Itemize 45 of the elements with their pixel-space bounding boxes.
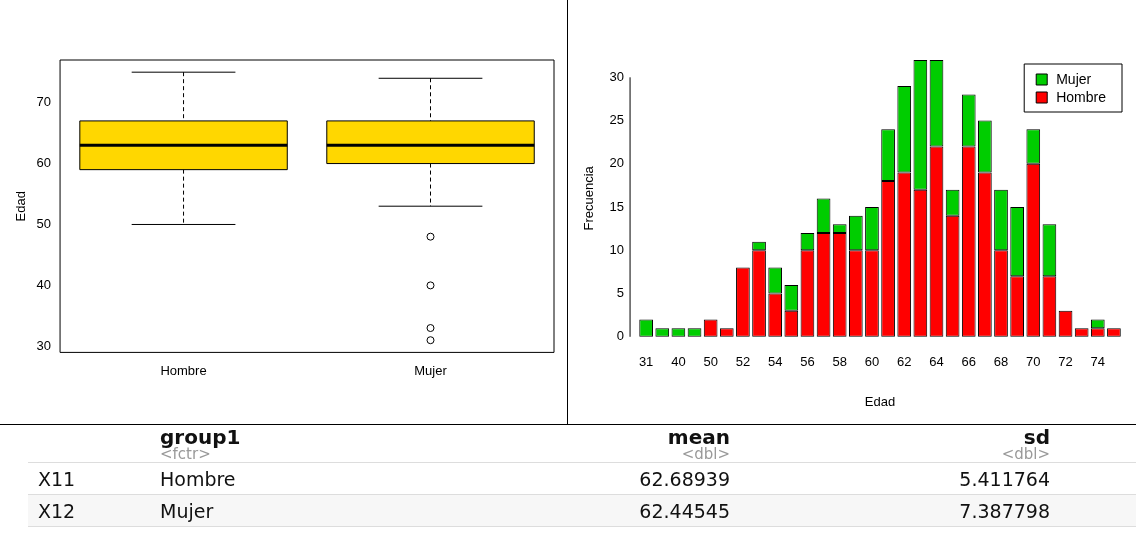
y-tick-label: 20 (609, 155, 625, 171)
x-tick-label: 68 (993, 354, 1009, 370)
legend-label: Mujer (1056, 70, 1092, 87)
text: 5.411764 (959, 467, 1050, 490)
y-tick-label: 40 (36, 276, 52, 292)
x-tick-label: 66 (961, 354, 976, 370)
y-tick-label: 5 (616, 285, 625, 301)
x-tick-label: 72 (1058, 354, 1073, 370)
y-tick-label: 0 (616, 328, 625, 344)
y-tick-label: 70 (36, 94, 52, 110)
x-tick-label: Hombre (160, 362, 207, 378)
y-axis-title: Edad (13, 191, 29, 222)
x-tick-label: 40 (671, 354, 686, 370)
y-tick-label: 15 (609, 198, 625, 214)
x-tick-label: 52 (735, 354, 751, 370)
text: 62.44545 (639, 499, 730, 522)
category-label: X11 (38, 467, 76, 490)
text: 7.387798 (959, 499, 1050, 522)
x-axis-title: Edad (864, 393, 896, 409)
text: 62.68939 (639, 467, 730, 490)
category-label: group1 (160, 425, 242, 449)
x-tick-label: 62 (896, 354, 912, 370)
x-tick-label: 58 (832, 354, 847, 370)
y-tick-label: 25 (609, 112, 625, 128)
y-tick-label: 30 (609, 68, 625, 84)
x-tick-label: Mujer (414, 362, 448, 378)
x-tick-label: 70 (1026, 354, 1041, 370)
y-tick-label: 10 (609, 241, 625, 257)
x-tick-label: 74 (1090, 354, 1106, 370)
legend-label: Hombre (1056, 88, 1107, 105)
y-tick-label: 50 (36, 216, 52, 232)
x-tick-label: 31 (638, 354, 654, 370)
x-tick-label: 64 (929, 354, 944, 370)
text: <dbl> (1000, 445, 1050, 463)
text: <dbl> (680, 445, 730, 463)
x-tick-label: 50 (703, 354, 718, 370)
y-axis-title: Frecuencia (581, 165, 597, 231)
y-tick-label: 60 (36, 155, 52, 171)
text: Mujer (160, 499, 214, 522)
text: Hombre (160, 467, 236, 490)
x-tick-label: 54 (767, 354, 783, 370)
x-tick-label: 56 (800, 354, 815, 370)
category-label: X12 (38, 499, 76, 522)
x-tick-label: 60 (864, 354, 880, 370)
y-tick-label: 30 (36, 337, 52, 353)
